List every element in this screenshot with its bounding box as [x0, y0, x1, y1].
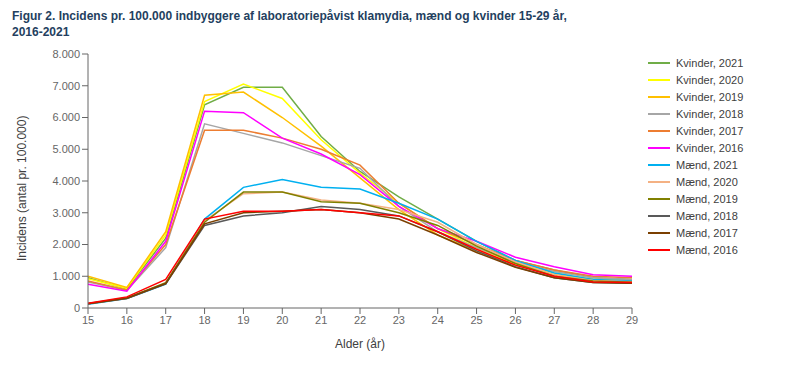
svg-text:25: 25 — [470, 314, 482, 326]
svg-text:16: 16 — [121, 314, 133, 326]
html-text:Kvinder, 2021: Kvinder, 2021 — [676, 56, 744, 69]
svg-text:23: 23 — [393, 314, 405, 326]
svg-text:28: 28 — [587, 314, 599, 326]
html-text:Mænd, 2020: Mænd, 2020 — [676, 175, 738, 188]
html-text:Kvinder, 2016: Kvinder, 2016 — [676, 141, 744, 154]
html-text:Mænd, 2018: Mænd, 2018 — [676, 209, 738, 222]
svg-text:27: 27 — [548, 314, 560, 326]
html-text:Figur 2. Incidens pr. 100.000: Figur 2. Incidens pr. 100.000 indbyggere… — [12, 9, 567, 23]
html-text:Mænd, 2017: Mænd, 2017 — [676, 226, 738, 239]
svg-text:0: 0 — [74, 302, 80, 314]
svg-text:19: 19 — [237, 314, 249, 326]
svg-text:Alder (år): Alder (år) — [335, 337, 385, 351]
svg-text:4.000: 4.000 — [52, 175, 80, 187]
svg-text:20: 20 — [276, 314, 288, 326]
svg-text:5.000: 5.000 — [52, 143, 80, 155]
svg-text:Incidens (antal pr. 100.000): Incidens (antal pr. 100.000) — [15, 116, 29, 261]
svg-text:7.000: 7.000 — [52, 80, 80, 92]
html-text:Kvinder, 2020: Kvinder, 2020 — [676, 73, 744, 86]
svg-text:18: 18 — [198, 314, 210, 326]
svg-text:21: 21 — [315, 314, 327, 326]
svg-text:26: 26 — [509, 314, 521, 326]
svg-text:8.000: 8.000 — [52, 48, 80, 60]
html-text:Mænd, 2019: Mænd, 2019 — [676, 192, 738, 205]
html-text:Kvinder, 2017: Kvinder, 2017 — [676, 124, 744, 137]
svg-text:15: 15 — [82, 314, 94, 326]
svg-text:22: 22 — [354, 314, 366, 326]
svg-text:24: 24 — [432, 314, 444, 326]
html-text:2016-2021: 2016-2021 — [12, 25, 70, 39]
html-text:Kvinder, 2018: Kvinder, 2018 — [676, 107, 744, 120]
svg-text:6.000: 6.000 — [52, 111, 80, 123]
html-text:Kvinder, 2019: Kvinder, 2019 — [676, 90, 744, 103]
svg-text:29: 29 — [626, 314, 638, 326]
svg-text:2.000: 2.000 — [52, 238, 80, 250]
html-text:Mænd, 2021: Mænd, 2021 — [676, 158, 738, 171]
html-text:Mænd, 2016: Mænd, 2016 — [676, 243, 738, 256]
svg-text:17: 17 — [160, 314, 172, 326]
svg-text:1.000: 1.000 — [52, 270, 80, 282]
svg-text:3.000: 3.000 — [52, 207, 80, 219]
